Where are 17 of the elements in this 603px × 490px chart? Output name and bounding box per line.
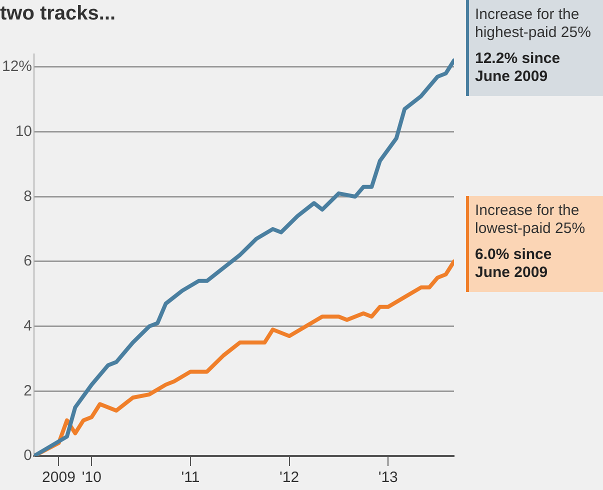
y-tick-label: 0 bbox=[24, 447, 32, 464]
chart-title: two tracks... bbox=[0, 2, 116, 25]
text: 6.0% since June 2009 bbox=[475, 246, 553, 282]
y-tick-label: 10 bbox=[15, 122, 32, 140]
x-tick-label: '12 bbox=[280, 469, 300, 486]
series-label: Increase for the highest-paid 25% bbox=[475, 6, 592, 42]
text: 12.2% since June 2009 bbox=[475, 50, 562, 86]
x-tick-label: '10 bbox=[82, 469, 102, 486]
x-tick-label: '11 bbox=[181, 469, 200, 486]
y-tick-label: 12% bbox=[2, 58, 32, 76]
y-tick-label: 8 bbox=[24, 188, 32, 205]
x-tick-label: 2009 bbox=[42, 469, 76, 486]
x-tick-label: '13 bbox=[378, 469, 398, 486]
y-tick-label: 2 bbox=[24, 382, 32, 400]
text: Increase for the lowest-paid 25% bbox=[475, 202, 586, 238]
y-tick-label: 4 bbox=[24, 317, 32, 334]
y-tick-label: 6 bbox=[24, 252, 32, 270]
